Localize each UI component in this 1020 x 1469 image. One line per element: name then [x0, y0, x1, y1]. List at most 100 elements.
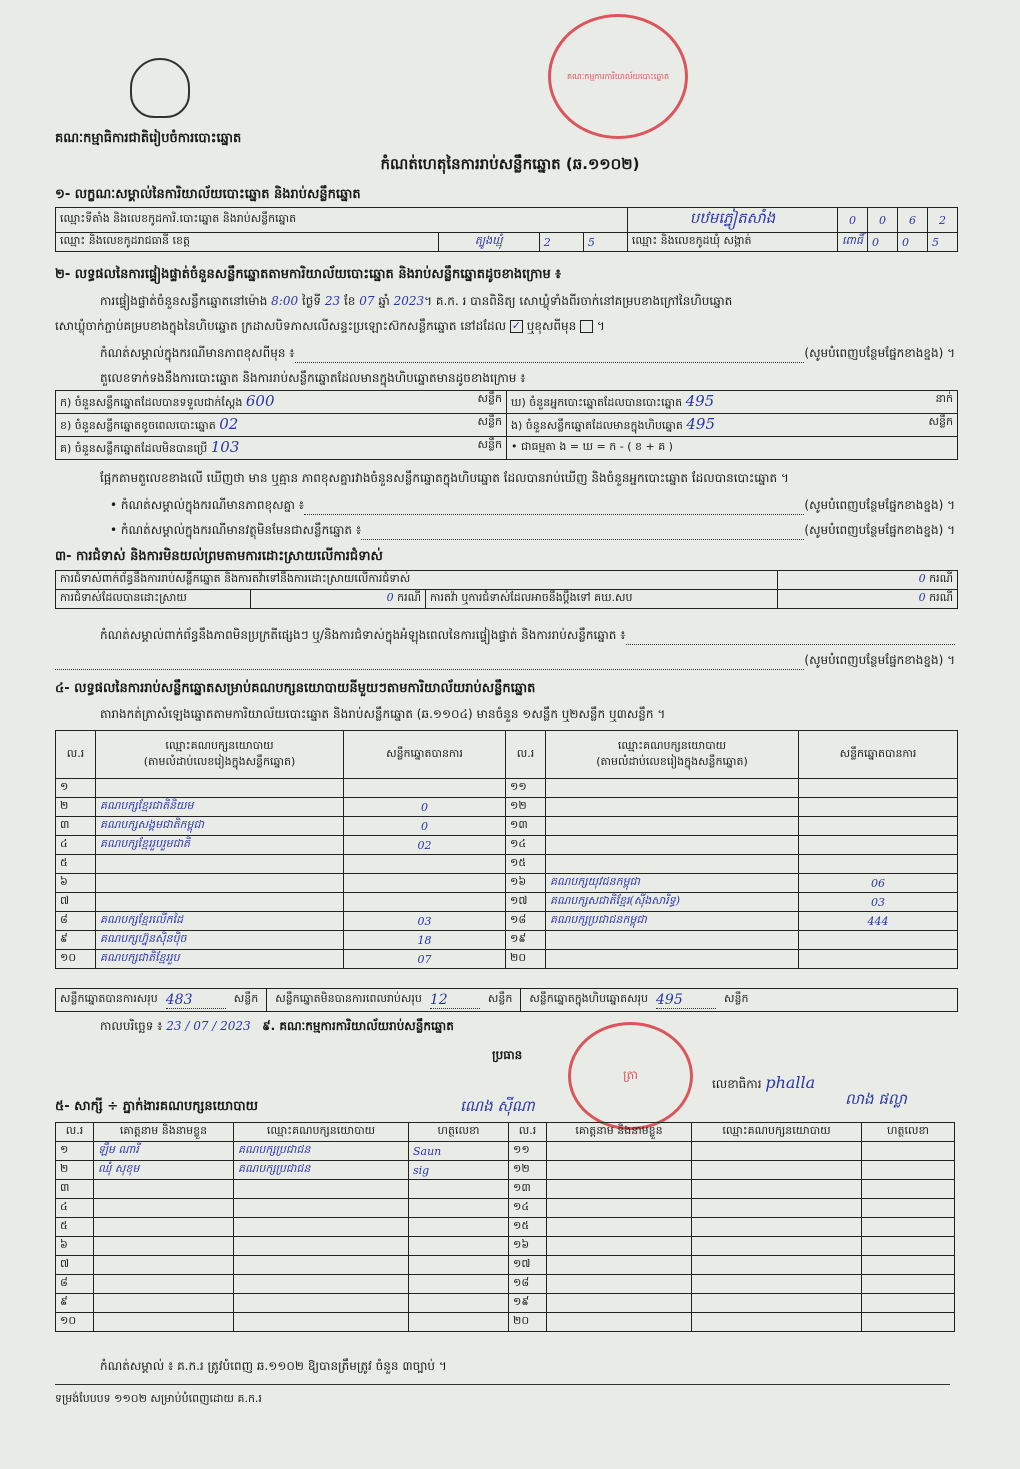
empty-cell — [546, 1217, 692, 1237]
witness-sig: sig — [408, 1160, 509, 1180]
witness-sig — [408, 1179, 509, 1199]
row-number: ១៦ — [505, 873, 546, 893]
president-name: ណេង ស៊ីណា — [460, 1097, 535, 1115]
witness-party — [233, 1274, 409, 1294]
valid-votes — [798, 854, 958, 874]
empty-cell — [546, 1255, 692, 1275]
witness-party — [233, 1236, 409, 1256]
form-footer: ទម្រង់បែបបទ ១១០២ សម្រាប់បំពេញដោយ គ.ក.រ — [55, 1392, 262, 1405]
witness-n: ១៧ — [508, 1255, 547, 1275]
row-number: ១៨ — [505, 911, 546, 931]
row-number: ១១ — [505, 778, 546, 798]
valid-votes: 0 — [343, 797, 506, 817]
section-3-heading: ៣- ការជំទាស់ និងការមិនយល់ព្រមតាមការដោះស្… — [55, 549, 383, 564]
party-name: គណបក្សខ្មែររួបរួមជាតិ — [95, 835, 344, 855]
witness-n: ៩ — [55, 1293, 94, 1313]
valid-votes: 07 — [343, 949, 506, 969]
row-number: ៣ — [55, 816, 96, 836]
valid-votes: 06 — [798, 873, 958, 893]
party-name — [95, 778, 344, 798]
table-row: ៦ ១៦ — [55, 1236, 955, 1256]
witness-party — [233, 1198, 409, 1218]
table-row: ៨ ១៨ — [55, 1274, 955, 1294]
table-row: ១១១ — [55, 778, 958, 798]
witness-n: ៨ — [55, 1274, 94, 1294]
party-name — [545, 930, 799, 950]
empty-cell — [691, 1236, 862, 1256]
valid-votes — [798, 778, 958, 798]
footer-divider — [55, 1384, 950, 1385]
witness-name — [93, 1236, 234, 1256]
witness-n: ១៩ — [508, 1293, 547, 1313]
discrepancy-note: • កំណត់សម្គាល់ក្នុងករណីមានភាពខុសគ្នា ៖ (ស… — [110, 497, 955, 515]
row-number: ១០ — [55, 949, 96, 969]
witness-name — [93, 1293, 234, 1313]
empty-cell — [691, 1274, 862, 1294]
polling-station-table: ឈ្មោះទីតាំង និងលេខកូដការិ.បោះឆ្នោត និងរា… — [55, 207, 958, 252]
witness-sig: Saun — [408, 1141, 509, 1161]
row-number: ១៥ — [505, 854, 546, 874]
row-number: ១២ — [505, 797, 546, 817]
empty-cell — [861, 1141, 955, 1161]
party-name: គណបក្សខ្មែរលើកដៃ — [95, 911, 344, 931]
section-4-heading: ៤- លទ្ធផលនៃការរាប់សន្លឹកឆ្នោតសម្រាប់គណបក… — [55, 681, 536, 696]
empty-cell — [546, 1312, 692, 1332]
table-row: ១ឡឹម ណារី គណបក្សប្រជាជន Saun ១១ — [55, 1141, 955, 1161]
table-row: ២គណបក្សខ្មែរជាតិនិយម 0 ១២ — [55, 797, 958, 817]
valid-votes: 444 — [798, 911, 958, 931]
party-name — [95, 854, 344, 874]
table-row: ៩ ១៩ — [55, 1293, 955, 1313]
party-name — [545, 949, 799, 969]
valid-votes — [798, 949, 958, 969]
empty-cell — [861, 1274, 955, 1294]
valid-votes — [343, 778, 506, 798]
empty-cell — [691, 1312, 862, 1332]
empty-cell — [691, 1217, 862, 1237]
witness-n: ២០ — [508, 1312, 547, 1332]
party-name — [545, 854, 799, 874]
witness-name — [93, 1198, 234, 1218]
witness-name — [93, 1217, 234, 1237]
witness-party — [233, 1293, 409, 1313]
empty-cell — [861, 1179, 955, 1199]
empty-cell — [691, 1198, 862, 1218]
discrepancy-line: ផ្អែកតាមតួលេខខាងលើ ឃើញថា មាន ឬគ្មាន ភាពខ… — [100, 471, 789, 485]
party-name: គណបក្សសង្គមជាតិកម្ពុជា — [95, 816, 344, 836]
unchanged-checkbox[interactable]: ✓ — [509, 319, 523, 333]
committee-seal: ត្រា — [568, 1022, 693, 1130]
secretary-label: លេខាធិការ phalla — [712, 1073, 816, 1092]
row-number: ៧ — [55, 892, 96, 912]
row-number: ២ — [55, 797, 96, 817]
irregularity-note: កំណត់សម្គាល់ពាក់ព័ន្ធនឹងភាពមិនប្រក្រតីផ្… — [100, 627, 955, 645]
figures-intro: តួលេខទាក់ទងនឹងការបោះឆ្នោត និងការរាប់សន្ល… — [100, 371, 526, 385]
table-row: ២ឈុំ សុខុម គណបក្សប្រជាជន sig ១២ — [55, 1160, 955, 1180]
valid-votes: 03 — [343, 911, 506, 931]
row-number: ២០ — [505, 949, 546, 969]
party-name: គណបក្សសជាតិខ្មែរ(ស៊ីងសារិទ្ធ) — [545, 892, 799, 912]
witness-sig — [408, 1217, 509, 1237]
empty-cell — [546, 1236, 692, 1256]
witness-n: ១៨ — [508, 1274, 547, 1294]
party-name: គណបក្សខ្មែរជាតិនិយម — [95, 797, 344, 817]
seal-status-line: សោឃ្លុំចាក់ភ្ជាប់គម្របខាងក្នុងនៃហិបឆ្នោត… — [55, 319, 605, 333]
witness-n: ២ — [55, 1160, 94, 1180]
row-number: ៥ — [55, 854, 96, 874]
table-row: ៧ ១៧ គណបក្សសជាតិខ្មែរ(ស៊ីងសារិទ្ធ) 03 — [55, 892, 958, 912]
empty-cell — [861, 1198, 955, 1218]
empty-cell — [691, 1179, 862, 1199]
changed-checkbox[interactable] — [580, 320, 594, 333]
empty-cell — [546, 1179, 692, 1199]
witness-n: ១៣ — [508, 1179, 547, 1199]
non-ballot-note: • កំណត់សម្គាល់ក្នុងករណីមានវត្ថុមិនមែនជាស… — [110, 522, 955, 540]
row-number: ៤ — [55, 835, 96, 855]
witness-n: ៥ — [55, 1217, 94, 1237]
committee-name: គណៈកម្មាធិការជាតិរៀបចំការបោះឆ្នោត — [55, 131, 242, 146]
valid-votes — [343, 854, 506, 874]
witness-sig — [408, 1274, 509, 1294]
valid-votes: 02 — [343, 835, 506, 855]
witness-sig — [408, 1312, 509, 1332]
official-stamp: គណៈកម្មការការិយាល័យបោះឆ្នោត — [548, 14, 688, 139]
table-row: ៦ ១៦ គណបក្សយុវជនកម្ពុជា 06 — [55, 873, 958, 893]
witness-n: ១ — [55, 1141, 94, 1161]
party-name — [95, 892, 344, 912]
